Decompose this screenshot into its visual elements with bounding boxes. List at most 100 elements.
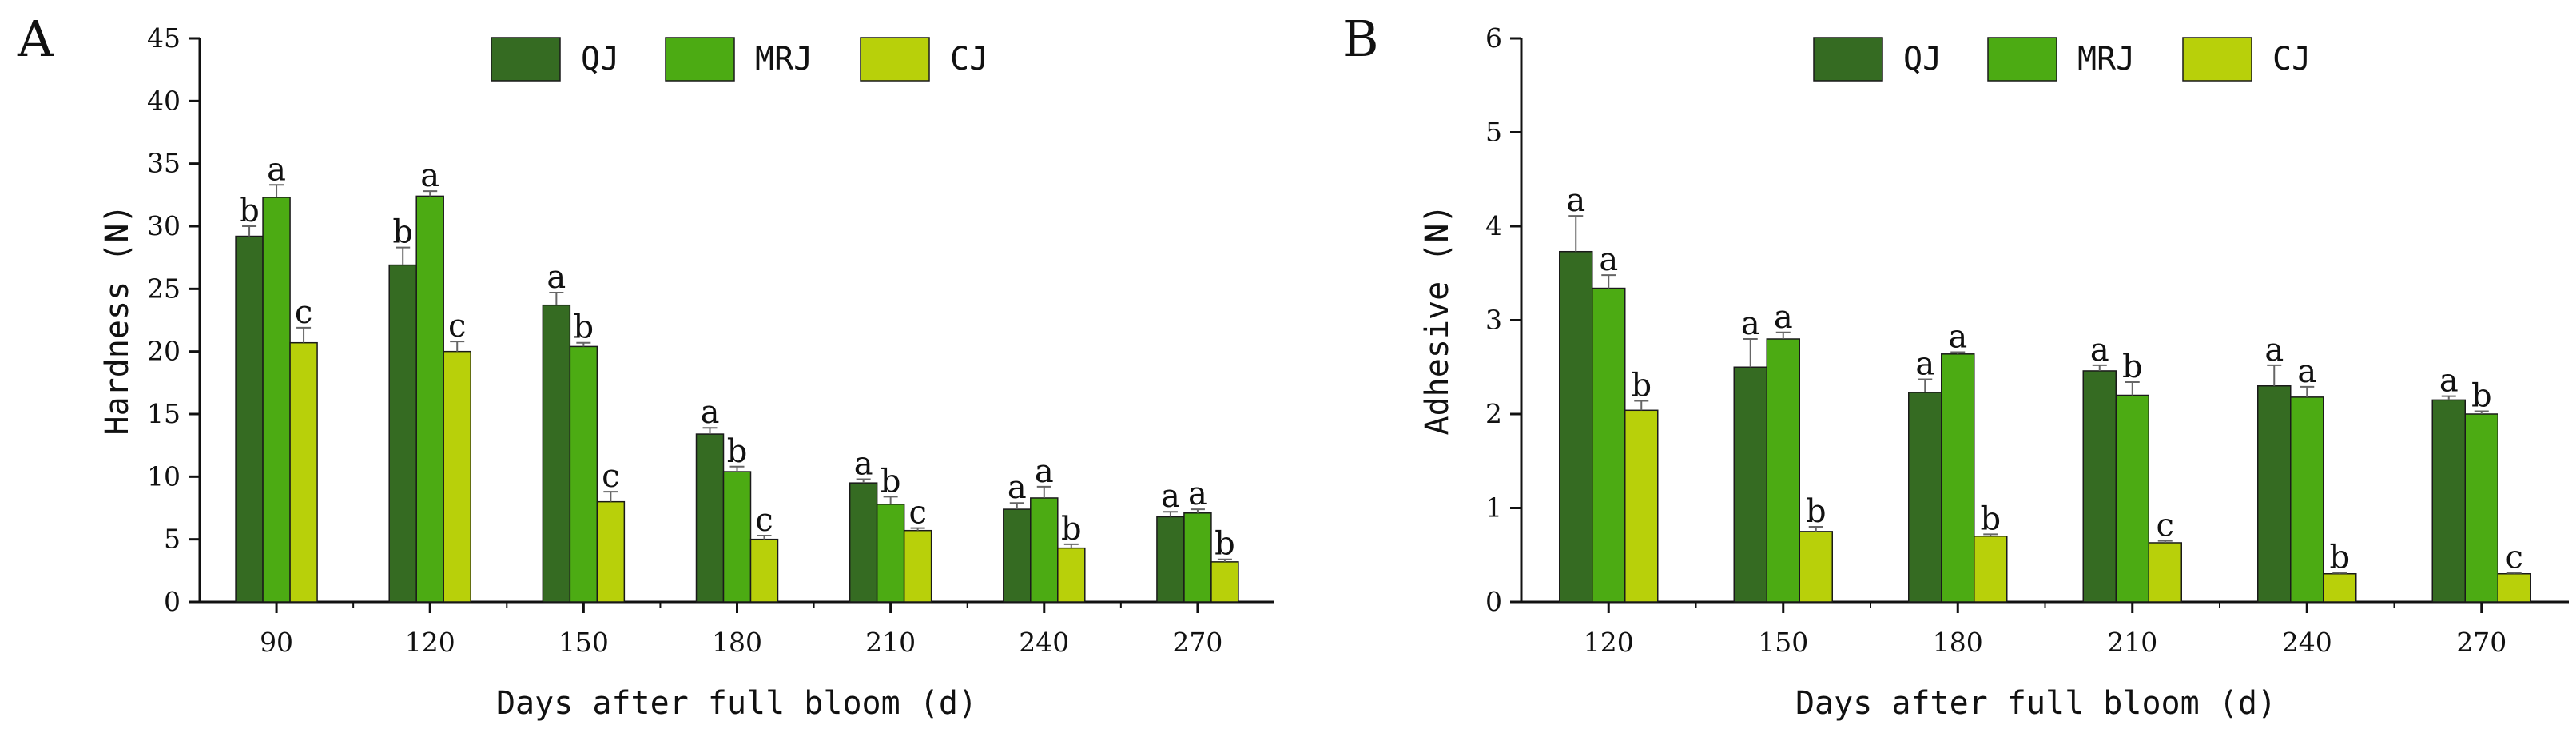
bar-qj-a [1156, 516, 1185, 603]
y-tick-label-b: 5 [1485, 117, 1502, 148]
y-axis-title-b: Adhesive (N) [1419, 205, 1456, 436]
bar-qj-b [1908, 392, 1942, 603]
bar-mrj-a [1030, 497, 1059, 603]
bar-mrj-b [2115, 394, 2149, 603]
bar-qj-a [388, 264, 417, 603]
y-tick-label-a: 30 [147, 210, 181, 241]
significance-label-a: a [1161, 478, 1180, 515]
significance-label-b: b [2329, 540, 2350, 576]
legend-a: QJ MRJ CJ [491, 37, 988, 82]
significance-label-b: b [1980, 500, 2001, 537]
legend-label-cj-b: CJ [2272, 41, 2311, 78]
y-tick-label-a: 5 [164, 524, 181, 555]
bar-mrj-a [1183, 512, 1212, 603]
bar-cj-b [1974, 536, 2008, 603]
significance-label-a: a [420, 157, 439, 194]
significance-label-a: b [881, 463, 901, 500]
y-tick-label-a: 45 [147, 22, 181, 54]
significance-label-b: a [2297, 353, 2316, 390]
significance-label-a: b [392, 214, 413, 251]
y-tick-label-a: 10 [147, 460, 181, 492]
bar-cj-a [903, 529, 932, 603]
x-tick-label-b: 180 [1933, 627, 1983, 658]
significance-label-a: a [1035, 453, 1054, 490]
y-tick-label-b: 4 [1485, 210, 1502, 241]
bar-qj-a [695, 433, 725, 603]
significance-label-b: b [1806, 493, 1827, 530]
x-tick-label-b: 240 [2282, 627, 2332, 658]
significance-label-b: a [2439, 363, 2459, 400]
bar-cj-b [2323, 573, 2357, 603]
y-tick-label-b: 2 [1485, 398, 1502, 429]
significance-label-a: b [574, 309, 594, 346]
legend-label-qj-a: QJ [581, 41, 619, 78]
bar-cj-a [1210, 561, 1239, 603]
significance-label-a: c [448, 308, 466, 345]
significance-label-a: a [267, 151, 286, 188]
legend-swatch-mrj-b [1987, 37, 2057, 82]
y-tick-label-a: 40 [147, 85, 181, 116]
bar-qj-b [2082, 370, 2117, 603]
bar-cj-a [289, 341, 318, 603]
x-tick-label-b: 270 [2456, 627, 2506, 658]
legend-swatch-qj-a [491, 37, 561, 82]
significance-label-a: c [755, 502, 773, 539]
significance-label-b: a [2264, 332, 2284, 369]
significance-label-a: a [854, 445, 873, 482]
bar-cj-a [596, 500, 626, 603]
bar-cj-b [1799, 531, 1833, 603]
bar-mrj-b [2464, 413, 2498, 603]
bar-cj-b [2148, 542, 2182, 603]
significance-label-a: b [1214, 526, 1235, 563]
significance-label-b: a [1948, 318, 1967, 355]
x-axis-title-b: Days after full bloom (d) [1795, 685, 2276, 722]
legend-swatch-cj-a [860, 37, 930, 82]
x-tick-label-a: 210 [865, 627, 916, 658]
x-tick-label-b: 210 [2107, 627, 2157, 658]
significance-label-a: a [1008, 469, 1027, 506]
bar-qj-a [849, 482, 878, 603]
legend-label-mrj-a: MRJ [755, 41, 813, 78]
significance-label-a: c [602, 458, 619, 495]
bar-mrj-a [876, 504, 905, 603]
chart-panel-a: A 0 5 10 15 20 25 30 35 40 45 90 120 150 180 210 240 27… [17, 10, 1274, 722]
significance-label-b: a [1599, 241, 1618, 278]
x-tick-label-a: 270 [1172, 627, 1222, 658]
significance-label-a: c [908, 495, 926, 532]
y-tick-label-a: 0 [164, 586, 181, 617]
significance-label-a: b [727, 433, 748, 470]
bar-qj-a [235, 235, 264, 603]
bar-mrj-b [2290, 396, 2324, 603]
bar-qj-a [542, 304, 571, 603]
bar-mrj-a [262, 197, 291, 603]
bar-qj-b [1733, 366, 1767, 603]
bar-qj-b [2431, 399, 2466, 603]
significance-label-b: a [2090, 332, 2109, 369]
significance-label-b: a [1566, 182, 1585, 219]
panel-letter-a: A [17, 10, 54, 68]
x-tick-label-a: 240 [1019, 627, 1069, 658]
significance-label-b: c [2506, 540, 2523, 576]
y-tick-label-a: 35 [147, 148, 181, 179]
panel-letter-b: B [1342, 10, 1379, 68]
legend-label-qj-b: QJ [1903, 41, 1942, 78]
bar-qj-a [1003, 508, 1032, 603]
x-tick-label-a: 90 [260, 627, 293, 658]
significance-label-a: a [547, 259, 566, 296]
x-axis-title-a: Days after full bloom (d) [496, 685, 977, 722]
y-axis-title-a: Hardness (N) [99, 205, 136, 436]
significance-label-a: a [1188, 476, 1207, 512]
legend-swatch-cj-b [2182, 37, 2252, 82]
y-tick-label-a: 20 [147, 336, 181, 367]
bar-cj-a [1057, 547, 1086, 603]
x-tick-label-b: 120 [1584, 627, 1634, 658]
significance-label-a: c [295, 294, 312, 331]
bar-mrj-a [415, 195, 444, 603]
bar-mrj-b [1766, 338, 1800, 603]
significance-label-b: a [1741, 305, 1760, 342]
significance-label-a: a [701, 394, 720, 431]
bar-cj-b [1624, 409, 1659, 603]
legend-label-cj-a: CJ [950, 41, 988, 78]
